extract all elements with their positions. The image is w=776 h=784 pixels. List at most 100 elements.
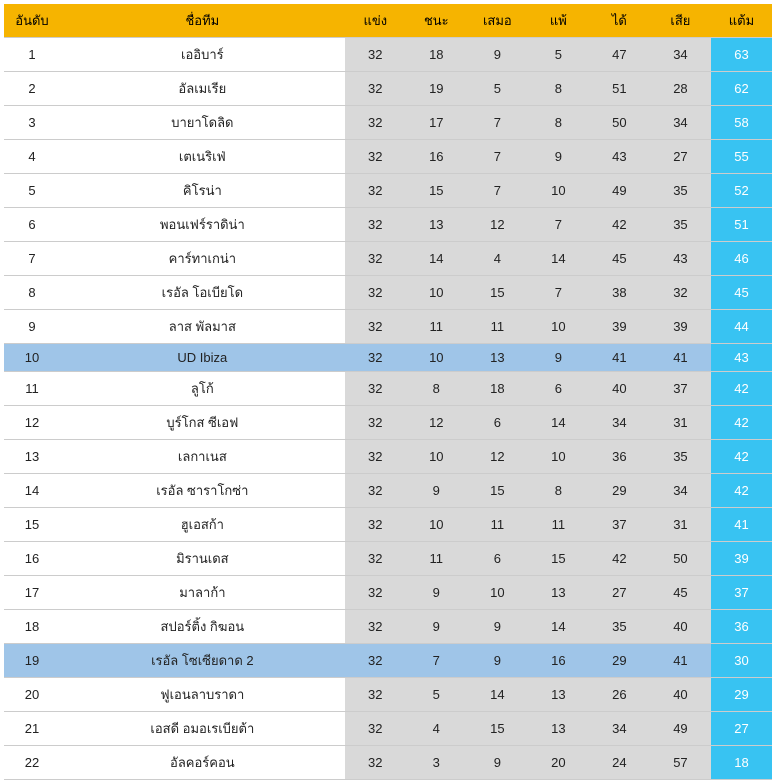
cell-pts: 39	[711, 542, 772, 576]
cell-ga: 32	[650, 276, 711, 310]
cell-team: เออิบาร์	[60, 38, 345, 72]
cell-played: 32	[345, 72, 406, 106]
cell-win: 13	[406, 208, 467, 242]
cell-pts: 63	[711, 38, 772, 72]
cell-gf: 26	[589, 678, 650, 712]
cell-lose: 11	[528, 508, 589, 542]
cell-win: 10	[406, 508, 467, 542]
cell-played: 32	[345, 576, 406, 610]
cell-rank: 16	[4, 542, 60, 576]
cell-rank: 20	[4, 678, 60, 712]
table-row: 20ฟูเอนลาบราดา3251413264029	[4, 678, 772, 712]
cell-lose: 10	[528, 310, 589, 344]
cell-win: 10	[406, 276, 467, 310]
table-row: 6พอนเฟร์ราดิน่า3213127423551	[4, 208, 772, 242]
cell-ga: 31	[650, 508, 711, 542]
cell-draw: 9	[467, 610, 528, 644]
table-body: 1เออิบาร์3218954734632อัลเมเรีย321958512…	[4, 38, 772, 780]
cell-played: 32	[345, 174, 406, 208]
cell-gf: 27	[589, 576, 650, 610]
cell-team: UD Ibiza	[60, 344, 345, 372]
cell-win: 17	[406, 106, 467, 140]
cell-lose: 14	[528, 242, 589, 276]
cell-ga: 50	[650, 542, 711, 576]
cell-win: 3	[406, 746, 467, 780]
cell-pts: 44	[711, 310, 772, 344]
table-row: 8เรอัล โอเบียโด3210157383245	[4, 276, 772, 310]
cell-team: คิโรน่า	[60, 174, 345, 208]
cell-draw: 11	[467, 508, 528, 542]
col-header-gf: ได้	[589, 4, 650, 38]
cell-ga: 34	[650, 38, 711, 72]
cell-pts: 62	[711, 72, 772, 106]
cell-draw: 6	[467, 406, 528, 440]
cell-ga: 27	[650, 140, 711, 174]
cell-pts: 46	[711, 242, 772, 276]
cell-draw: 13	[467, 344, 528, 372]
cell-pts: 43	[711, 344, 772, 372]
cell-team: สปอร์ติ้ง กิฆอน	[60, 610, 345, 644]
cell-rank: 17	[4, 576, 60, 610]
cell-win: 4	[406, 712, 467, 746]
cell-draw: 11	[467, 310, 528, 344]
cell-rank: 4	[4, 140, 60, 174]
cell-lose: 9	[528, 140, 589, 174]
cell-team: ลาส พัลมาส	[60, 310, 345, 344]
cell-draw: 10	[467, 576, 528, 610]
cell-played: 32	[345, 644, 406, 678]
cell-pts: 27	[711, 712, 772, 746]
cell-gf: 43	[589, 140, 650, 174]
cell-gf: 42	[589, 542, 650, 576]
cell-lose: 13	[528, 678, 589, 712]
cell-rank: 1	[4, 38, 60, 72]
cell-win: 9	[406, 610, 467, 644]
cell-ga: 35	[650, 440, 711, 474]
cell-ga: 39	[650, 310, 711, 344]
cell-team: บูร์โกส ซีเอฟ	[60, 406, 345, 440]
cell-win: 12	[406, 406, 467, 440]
table-row: 11ลูโก้328186403742	[4, 372, 772, 406]
cell-pts: 30	[711, 644, 772, 678]
cell-team: เรอัล โซเซียดาด 2	[60, 644, 345, 678]
cell-gf: 51	[589, 72, 650, 106]
cell-pts: 36	[711, 610, 772, 644]
table-row: 19เรอัล โซเซียดาด 2327916294130	[4, 644, 772, 678]
cell-team: มิรานเดส	[60, 542, 345, 576]
cell-lose: 20	[528, 746, 589, 780]
cell-win: 11	[406, 310, 467, 344]
cell-played: 32	[345, 38, 406, 72]
cell-lose: 13	[528, 576, 589, 610]
cell-rank: 2	[4, 72, 60, 106]
cell-team: บายาโดลิด	[60, 106, 345, 140]
cell-lose: 8	[528, 474, 589, 508]
cell-lose: 6	[528, 372, 589, 406]
col-header-win: ชนะ	[406, 4, 467, 38]
cell-team: เตเนริเฟ่	[60, 140, 345, 174]
cell-rank: 3	[4, 106, 60, 140]
cell-gf: 45	[589, 242, 650, 276]
cell-team: พอนเฟร์ราดิน่า	[60, 208, 345, 242]
cell-rank: 7	[4, 242, 60, 276]
cell-played: 32	[345, 242, 406, 276]
cell-pts: 42	[711, 372, 772, 406]
table-row: 9ลาส พัลมาส32111110393944	[4, 310, 772, 344]
cell-win: 19	[406, 72, 467, 106]
cell-ga: 37	[650, 372, 711, 406]
cell-played: 32	[345, 678, 406, 712]
cell-draw: 6	[467, 542, 528, 576]
cell-win: 15	[406, 174, 467, 208]
cell-ga: 34	[650, 106, 711, 140]
cell-win: 8	[406, 372, 467, 406]
cell-team: ฟูเอนลาบราดา	[60, 678, 345, 712]
cell-ga: 35	[650, 174, 711, 208]
cell-draw: 9	[467, 644, 528, 678]
cell-gf: 41	[589, 344, 650, 372]
cell-played: 32	[345, 344, 406, 372]
cell-draw: 15	[467, 712, 528, 746]
cell-lose: 14	[528, 610, 589, 644]
table-row: 16มิรานเดส3211615425039	[4, 542, 772, 576]
cell-played: 32	[345, 542, 406, 576]
cell-win: 14	[406, 242, 467, 276]
cell-draw: 7	[467, 140, 528, 174]
cell-pts: 41	[711, 508, 772, 542]
